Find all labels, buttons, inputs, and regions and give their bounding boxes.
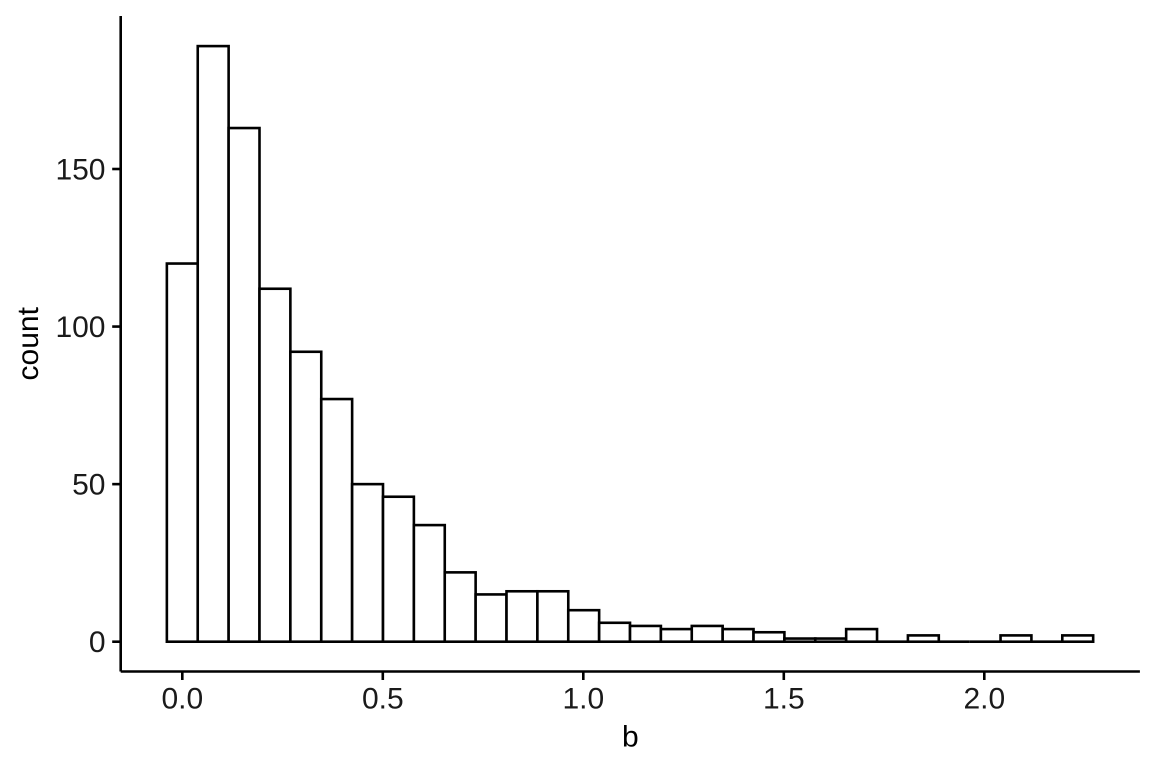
y-axis-title: count (12, 306, 45, 380)
x-axis-tick-label: 2.0 (963, 683, 1005, 716)
histogram-bar (844, 627, 879, 644)
histogram-bar (690, 624, 724, 644)
histogram-bar (474, 593, 508, 643)
y-axis-tick-label: 0 (89, 626, 106, 659)
x-axis-tick-label: 0.0 (161, 683, 203, 716)
histogram-bar (597, 621, 632, 643)
histogram-bar (566, 608, 601, 644)
histogram-bar (906, 634, 941, 644)
x-axis-tick-label: 1.0 (562, 683, 604, 716)
histogram-bar (258, 287, 292, 644)
histogram-bar (659, 627, 694, 644)
histogram-bar (1060, 634, 1095, 644)
x-axis-title: b (622, 721, 639, 754)
x-axis-tick-label: 0.5 (362, 683, 404, 716)
y-axis-tick-label: 150 (55, 154, 105, 187)
histogram-bar (721, 627, 755, 644)
histogram-bar (536, 589, 570, 644)
histogram-bar (813, 637, 848, 643)
y-axis-tick-label: 100 (55, 311, 105, 344)
histogram-bar (628, 624, 663, 644)
histogram-bar (165, 262, 200, 644)
histogram-bar (319, 397, 354, 643)
histogram-bar (227, 126, 261, 643)
histogram-bar (752, 630, 786, 643)
histogram-bar (505, 589, 539, 644)
histogram-bar (412, 523, 447, 643)
histogram-bar (196, 44, 230, 643)
histogram-bar (999, 634, 1033, 644)
histogram-bar (783, 637, 817, 643)
y-axis-tick-label: 50 (72, 469, 105, 502)
histogram-bar (289, 350, 323, 644)
histogram-bar (381, 495, 416, 643)
histogram-bar (350, 482, 385, 644)
x-axis-tick-label: 1.5 (763, 683, 805, 716)
histogram-bar (443, 571, 477, 643)
